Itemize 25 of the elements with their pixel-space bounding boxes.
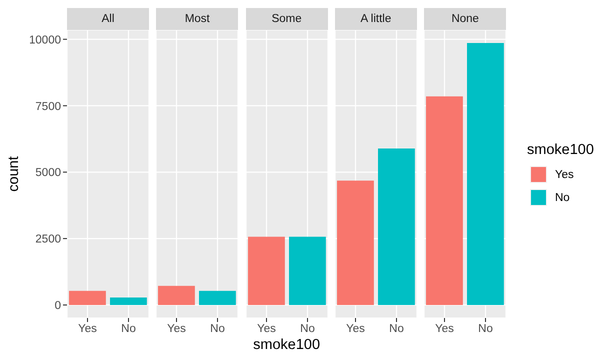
x-tick-label: Yes [167, 323, 186, 336]
x-tick-label: No [389, 323, 404, 336]
chart-title: A little [334, 8, 417, 30]
chart-title: Some [246, 8, 328, 30]
y-axis-title: count [6, 155, 23, 194]
x-axis-title: smoke100 [252, 337, 322, 353]
x-tick-label: Yes [435, 323, 454, 336]
x-tick-label: No [210, 323, 226, 336]
x-tick-label: No [300, 323, 314, 336]
x-tick-label: No [478, 323, 494, 336]
x-tick-label: Yes [78, 323, 98, 336]
chart-title: All [67, 8, 149, 30]
chart-title: Most [156, 8, 238, 30]
y-tick-label: 10000 [29, 34, 61, 46]
y-tick-label: 7500 [35, 100, 61, 113]
y-tick-label: 2500 [35, 234, 61, 246]
y-tick-label: 5000 [35, 167, 61, 180]
y-tick-label: 0 [54, 300, 61, 312]
legend-label: No [555, 192, 570, 204]
x-tick-label: Yes [346, 323, 366, 336]
x-tick-label: No [121, 323, 136, 336]
legend-title: smoke100 [527, 142, 594, 158]
legend-label: Yes [555, 168, 574, 180]
chart-title: None [424, 8, 506, 30]
x-tick-label: Yes [256, 323, 276, 336]
